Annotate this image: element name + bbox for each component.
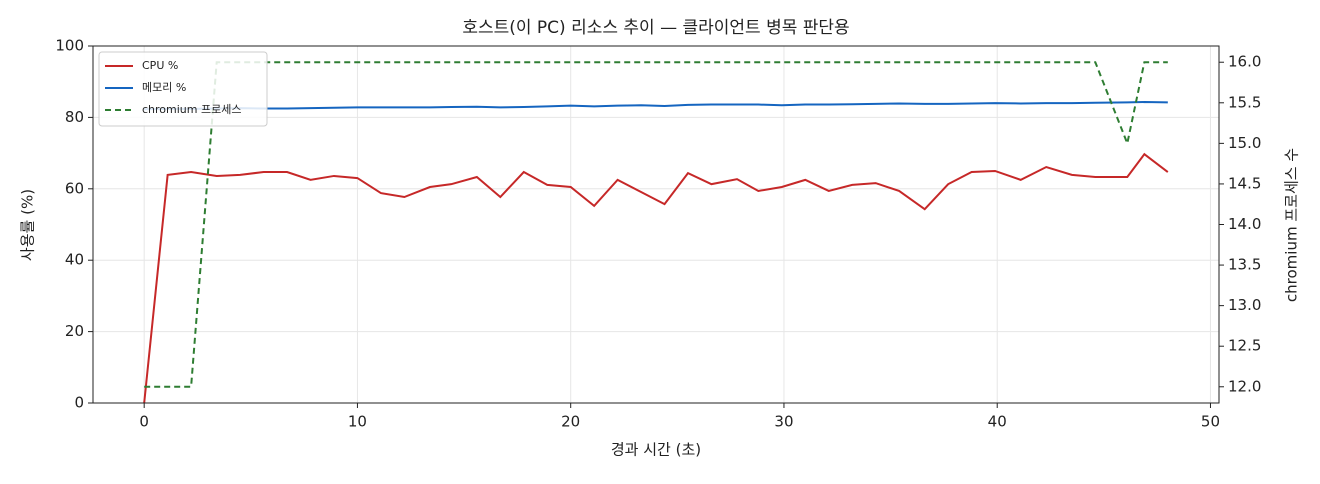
y-tick-label: 20 — [65, 322, 84, 340]
series-line — [144, 61, 1168, 388]
y2-tick-label: 12.0 — [1228, 377, 1261, 395]
x-tick-label: 30 — [774, 413, 793, 431]
series-line — [144, 101, 1168, 111]
legend-label: chromium 프로세스 — [142, 103, 241, 116]
plot-frame — [92, 45, 1220, 404]
y-axis-label: 사용률 (%) — [19, 189, 37, 261]
y2-tick-label: 16.0 — [1228, 53, 1261, 71]
y2-tick-label: 14.0 — [1228, 215, 1261, 233]
y2-axis-label: chromium 프로세스 수 — [1283, 148, 1301, 302]
y-tick-label: 100 — [55, 37, 84, 55]
legend-label: CPU % — [142, 59, 178, 72]
series-line — [143, 152, 1169, 404]
x-tick-label: 10 — [348, 413, 367, 431]
y2-tick-label: 12.5 — [1228, 337, 1261, 355]
x-tick-label: 40 — [988, 413, 1007, 431]
y2-tick-label: 14.5 — [1228, 174, 1261, 192]
y-tick-label: 60 — [65, 179, 84, 197]
legend: CPU % 메모리 % chromium 프로세스 — [98, 51, 268, 127]
y-tick-label: 40 — [65, 251, 84, 269]
chart-title: 호스트(이 PC) 리소스 추이 — 클라이언트 병목 판단용 — [462, 18, 849, 38]
legend-box — [98, 51, 268, 127]
x-tick-label: 50 — [1201, 413, 1220, 431]
y2-tick-label: 13.0 — [1228, 296, 1261, 314]
y2-tick-label: 15.0 — [1228, 134, 1261, 152]
y-tick-label: 0 — [74, 394, 84, 412]
x-tick-label: 0 — [139, 413, 149, 431]
y-tick-label: 80 — [65, 108, 84, 126]
y2-tick-label: 15.5 — [1228, 93, 1261, 111]
y2-tick-label: 13.5 — [1228, 256, 1261, 274]
x-tick-label: 20 — [561, 413, 580, 431]
x-axis-label: 경과 시간 (초) — [611, 441, 701, 459]
legend-label: 메모리 % — [142, 81, 186, 94]
